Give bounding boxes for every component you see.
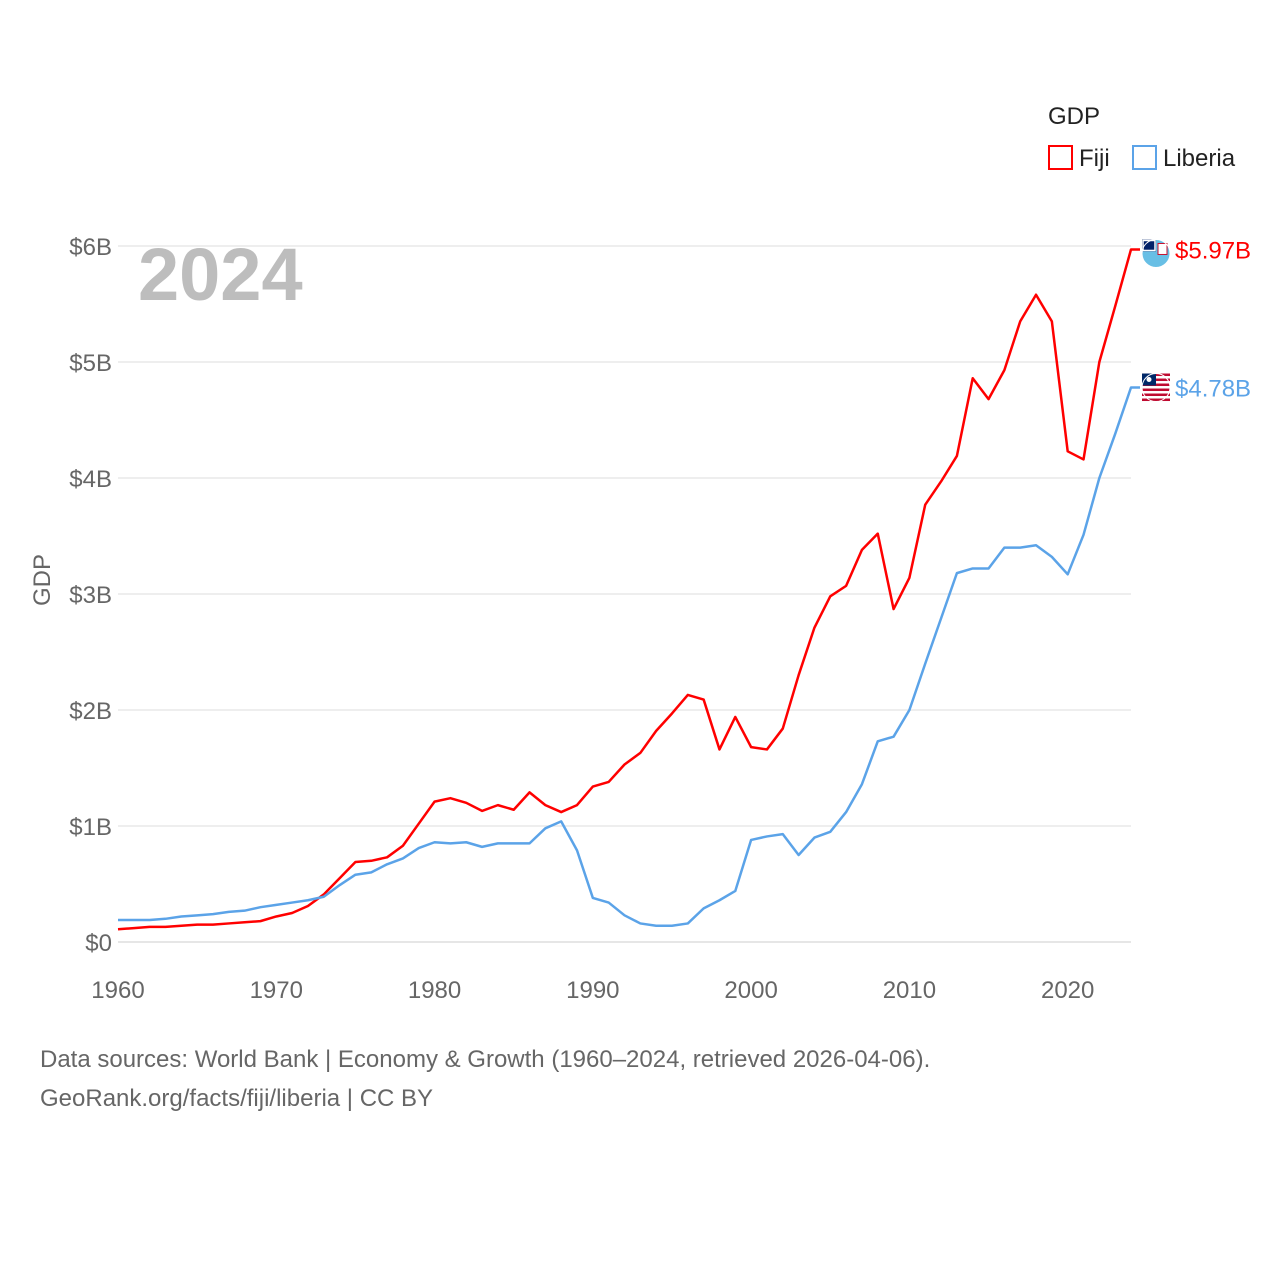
end-labels: $5.97B $4.78B <box>1141 237 1251 403</box>
flag-star <box>1146 377 1152 383</box>
legend-swatch-liberia <box>1132 145 1157 170</box>
y-axis: $0 $1B $2B $3B $4B $5B $6B <box>69 234 112 957</box>
x-tick-label: 2010 <box>883 977 936 1004</box>
flag-border <box>1141 373 1171 403</box>
x-tick-label: 1960 <box>91 977 144 1004</box>
flag-stripe <box>1142 388 1170 392</box>
y-tick-label: $4B <box>69 466 112 493</box>
series-lines <box>117 248 1140 931</box>
x-tick-label: 2000 <box>724 977 777 1004</box>
y-tick-label: $6B <box>69 234 112 261</box>
legend: Fiji Liberia <box>1048 145 1236 172</box>
end-label-liberia: $4.78B <box>1175 376 1251 403</box>
series-line-liberia <box>118 386 1140 928</box>
series-line-fiji <box>117 248 1140 931</box>
footer-sources: Data sources: World Bank | Economy & Gro… <box>40 1046 931 1073</box>
legend-title: GDP <box>1048 103 1100 130</box>
flag-stripe <box>1142 398 1170 402</box>
y-tick-label: $3B <box>69 582 112 609</box>
flag-border <box>1141 238 1171 268</box>
y-tick-label: $1B <box>69 814 112 841</box>
y-tick-label: $0 <box>85 930 112 957</box>
liberia-flag-icon <box>1141 373 1171 403</box>
flag-shield <box>1157 242 1168 255</box>
x-tick-label: 2020 <box>1041 977 1094 1004</box>
y-axis-label: GDP <box>29 554 56 606</box>
x-tick-label: 1970 <box>250 977 303 1004</box>
y-tick-label: $5B <box>69 350 112 377</box>
flag-union <box>1142 239 1156 252</box>
legend-label-fiji: Fiji <box>1079 145 1110 172</box>
end-label-fiji: $5.97B <box>1175 237 1251 264</box>
grid <box>118 245 1131 943</box>
footer-link[interactable]: GeoRank.org/facts/fiji/liberia | CC BY <box>40 1085 434 1112</box>
legend-label-liberia: Liberia <box>1163 145 1236 172</box>
y-tick-label: $2B <box>69 698 112 725</box>
year-watermark: 2024 <box>138 233 303 316</box>
x-tick-label: 1990 <box>566 977 619 1004</box>
legend-swatch-fiji <box>1048 145 1073 170</box>
x-axis: 1960 1970 1980 1990 2000 2010 2020 <box>91 977 1094 1004</box>
flag-canton <box>1142 239 1156 252</box>
flag-stripe <box>1142 393 1170 397</box>
x-tick-label: 1980 <box>408 977 461 1004</box>
fiji-flag-icon <box>1141 238 1171 268</box>
